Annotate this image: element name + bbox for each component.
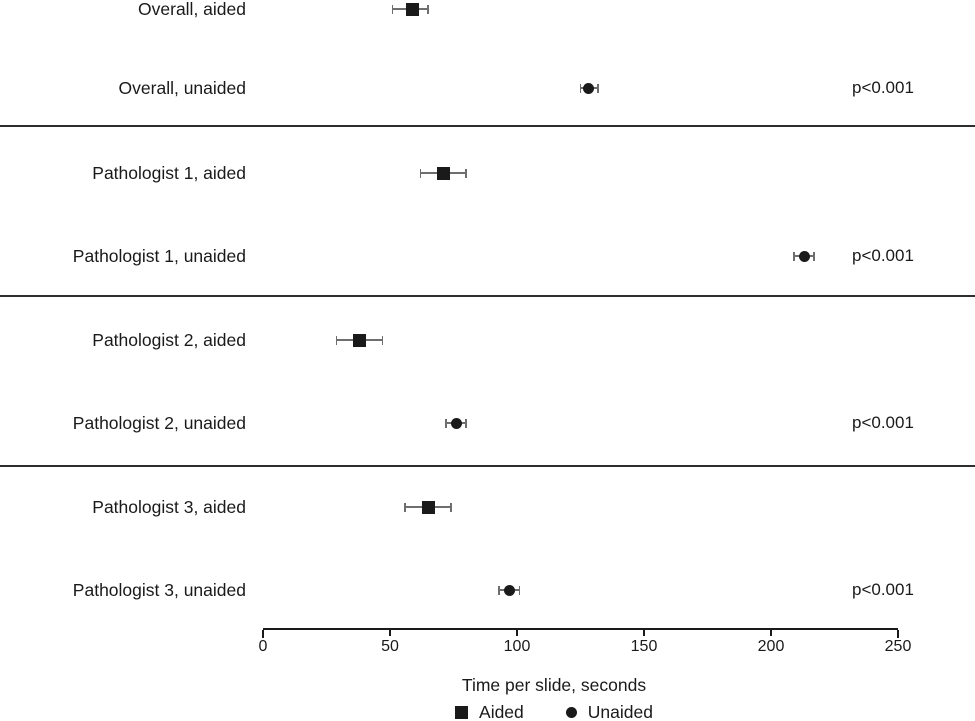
error-bar-cap-left xyxy=(498,585,500,595)
p-value-label: p<0.001 xyxy=(852,246,914,265)
x-axis-tick-label: 200 xyxy=(757,638,785,655)
error-bar-cap-right xyxy=(450,502,452,512)
x-axis-tick-label: 150 xyxy=(630,638,658,655)
legend-item-unaided: Unaided xyxy=(565,702,653,721)
error-bar-cap-left xyxy=(445,418,447,428)
p-value-label: p<0.001 xyxy=(852,78,914,97)
group-divider-line xyxy=(0,465,975,467)
legend-label-aided: Aided xyxy=(479,702,524,721)
legend-item-aided: Aided xyxy=(455,702,524,721)
x-axis-tick xyxy=(770,630,772,636)
x-axis-tick-label: 50 xyxy=(381,638,399,655)
group-divider-line xyxy=(0,295,975,297)
data-point-square xyxy=(421,500,435,514)
error-bar-cap-left xyxy=(793,251,795,261)
data-point-square xyxy=(353,333,367,347)
error-bar-cap-left xyxy=(404,502,407,512)
row-label: Pathologist 3, unaided xyxy=(72,580,246,600)
error-bar-cap-right xyxy=(381,335,384,345)
group-divider-line xyxy=(0,125,975,127)
data-point-square xyxy=(436,166,450,180)
error-bar-cap-left xyxy=(419,168,422,178)
square-marker-icon xyxy=(455,706,469,719)
p-value-label: p<0.001 xyxy=(852,580,914,599)
error-bar-cap-right xyxy=(518,585,521,595)
row-label: Overall, unaided xyxy=(118,78,246,98)
data-point-circle xyxy=(798,250,810,262)
x-axis-tick-label: 0 xyxy=(258,638,268,655)
x-axis-tick xyxy=(643,630,645,636)
x-axis-tick-label: 250 xyxy=(884,638,912,655)
row-label: Pathologist 3, aided xyxy=(92,497,246,517)
error-bar-cap-left xyxy=(579,83,582,93)
error-bar-cap-right xyxy=(597,83,600,93)
error-bar-cap-left xyxy=(335,335,338,345)
error-bar-cap-left xyxy=(391,4,394,14)
x-axis-tick-label: 100 xyxy=(503,638,531,655)
p-value-label: p<0.001 xyxy=(852,413,914,432)
data-point-square xyxy=(406,2,420,16)
legend: Aided Unaided xyxy=(254,702,854,721)
circle-marker-icon xyxy=(565,707,577,718)
data-point-circle xyxy=(503,584,515,596)
x-axis-tick xyxy=(389,630,391,636)
data-point-circle xyxy=(450,417,462,429)
error-bar-cap-right xyxy=(427,4,429,14)
x-axis-title: Time per slide, seconds xyxy=(461,675,647,695)
row-label: Pathologist 2, aided xyxy=(92,330,246,350)
row-label: Pathologist 1, unaided xyxy=(72,246,246,266)
error-bar-cap-right xyxy=(813,251,815,261)
error-bar-cap-right xyxy=(465,418,467,428)
error-bar-cap-right xyxy=(465,168,467,178)
row-label: Overall, aided xyxy=(138,0,246,19)
x-axis-line xyxy=(263,628,898,630)
x-axis-tick xyxy=(262,630,264,638)
x-axis-tick xyxy=(897,630,899,638)
x-axis-tick xyxy=(516,630,518,636)
legend-label-unaided: Unaided xyxy=(587,702,653,721)
data-point-circle xyxy=(582,82,594,94)
row-label: Pathologist 2, unaided xyxy=(72,413,246,433)
row-label: Pathologist 1, aided xyxy=(92,163,246,183)
